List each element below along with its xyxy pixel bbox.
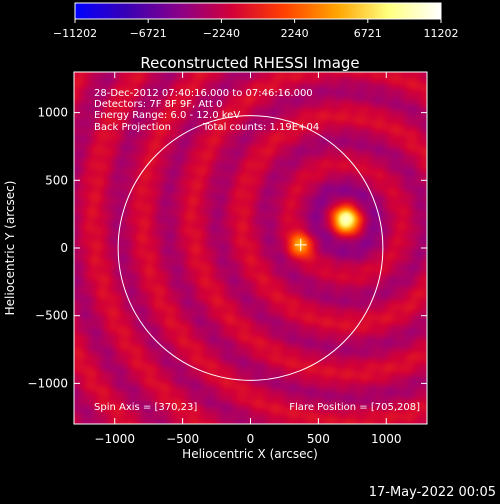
- x-tick-label: 1000: [371, 432, 402, 446]
- y-axis-ticks: −1000 −500 0 500 1000: [27, 106, 427, 390]
- x-axis-ticks: −1000 −500 0 500 1000: [94, 72, 402, 446]
- colorbar-tick-label: −2240: [203, 27, 240, 40]
- y-axis-label: Heliocentric Y (arcsec): [3, 181, 17, 316]
- colorbar-tick-label: −6721: [130, 27, 167, 40]
- info-annotations: 28-Dec-2012 07:40:16.000 to 07:46:16.000…: [94, 88, 319, 133]
- chart-title: Reconstructed RHESSI Image: [140, 54, 359, 72]
- x-tick-label: 500: [307, 432, 330, 446]
- info-line: Detectors: 7F 8F 9F, Att 0: [94, 99, 222, 110]
- x-tick-label: 0: [247, 432, 255, 446]
- y-tick-label: 1000: [37, 106, 68, 120]
- info-line: Back Projection: [94, 122, 171, 133]
- x-tick-label: −1000: [94, 432, 135, 446]
- spin-axis-label: Spin Axis = [370,23]: [94, 402, 197, 413]
- y-tick-label: 0: [60, 241, 68, 255]
- info-line: Energy Range: 6.0 - 12.0 keV: [94, 110, 240, 121]
- colorbar-tick-label: 2240: [281, 27, 309, 40]
- y-tick-label: −1000: [27, 376, 68, 390]
- colorbar-ticks: −11202 −6721 −2240 2240 6721 11202: [53, 19, 459, 40]
- colorbar-tick-label: 11202: [424, 27, 459, 40]
- info-line: Total counts: 1.19E+04: [202, 122, 319, 133]
- x-tick-label: −500: [166, 432, 199, 446]
- image-canvas-layer: [74, 72, 427, 424]
- colorbar-tick-label: −11202: [53, 27, 97, 40]
- flare-position-label: Flare Position = [705,208]: [289, 402, 420, 413]
- colorbar: [74, 2, 442, 20]
- spin-axis-marker: [294, 238, 307, 251]
- heatmap-image: [74, 72, 427, 424]
- y-tick-label: 500: [45, 173, 68, 187]
- colorbar-tick-label: 6721: [354, 27, 382, 40]
- timestamp: 17-May-2022 00:05: [369, 485, 496, 500]
- info-line: 28-Dec-2012 07:40:16.000 to 07:46:16.000: [94, 88, 313, 99]
- x-axis-label: Heliocentric X (arcsec): [182, 447, 318, 461]
- solar-limb-circle: [117, 115, 384, 381]
- y-tick-label: −500: [35, 309, 68, 323]
